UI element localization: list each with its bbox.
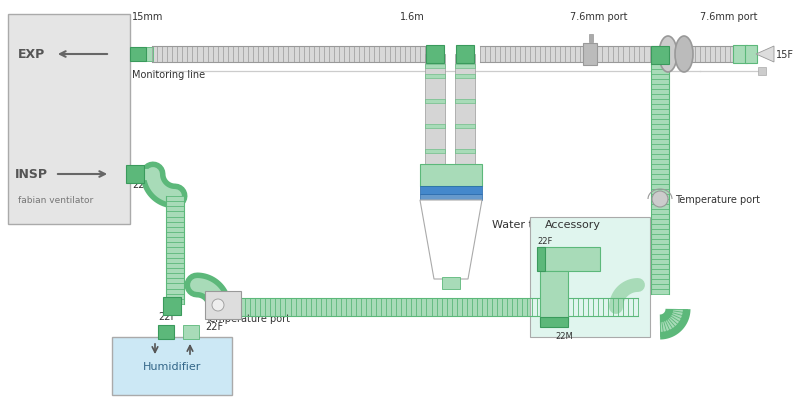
Bar [651,47,669,65]
Bar [455,100,475,104]
Text: EXP: EXP [18,49,46,61]
Circle shape [652,192,668,207]
Bar [456,46,474,64]
Bar [537,247,545,271]
Text: 15mm: 15mm [132,12,163,22]
Text: Monitoring line: Monitoring line [132,70,205,80]
Bar [425,100,445,104]
Bar [442,277,460,289]
Circle shape [212,299,224,311]
Polygon shape [420,200,482,279]
Bar [130,48,146,62]
Ellipse shape [659,37,677,73]
Bar [143,168,151,180]
Bar [152,47,430,63]
Bar [597,47,660,63]
Bar [166,196,184,304]
Bar [540,317,568,327]
Text: 7.6mm port: 7.6mm port [700,12,758,22]
Bar [112,337,232,395]
Bar [163,297,181,315]
Text: 22F: 22F [158,311,176,321]
Bar [455,65,475,69]
Text: 7.6mm port: 7.6mm port [570,12,627,22]
Text: Temperature port: Temperature port [205,313,290,323]
Bar [420,194,482,200]
Text: Temperature port: Temperature port [675,194,760,205]
Bar [425,55,445,174]
Ellipse shape [675,37,693,73]
Text: 22M: 22M [555,331,573,340]
Bar [425,125,445,129]
Bar [205,291,241,319]
Bar [420,164,482,186]
Text: 22F: 22F [537,237,552,245]
Text: Water trap: Water trap [492,219,551,229]
Bar [425,65,445,69]
Bar [425,75,445,79]
Bar [220,298,638,316]
Bar [540,271,568,323]
Text: 1.6m: 1.6m [400,12,425,22]
Bar [425,150,445,154]
Bar [589,35,593,43]
Bar [158,325,174,339]
Text: INSP: INSP [15,168,48,181]
Text: fabian ventilator: fabian ventilator [18,196,94,205]
Text: 22F: 22F [132,180,150,190]
Polygon shape [756,47,774,63]
Text: 15F: 15F [776,50,794,60]
Bar [145,48,153,62]
Bar [530,217,650,337]
Text: Humidifier: Humidifier [143,361,201,371]
Bar [733,46,747,64]
Text: 22F: 22F [205,321,223,331]
Bar [183,325,199,339]
Bar [758,68,766,76]
Bar [126,166,144,184]
Bar [455,150,475,154]
Bar [745,46,757,64]
Bar [651,65,669,294]
Bar [455,75,475,79]
Bar [420,186,482,194]
Bar [583,44,597,66]
Bar [480,47,590,63]
Bar [8,15,130,225]
Bar [690,47,735,63]
Bar [455,55,475,174]
Bar [540,247,600,271]
Bar [455,125,475,129]
Bar [426,46,444,64]
Text: Accessory: Accessory [545,219,601,229]
